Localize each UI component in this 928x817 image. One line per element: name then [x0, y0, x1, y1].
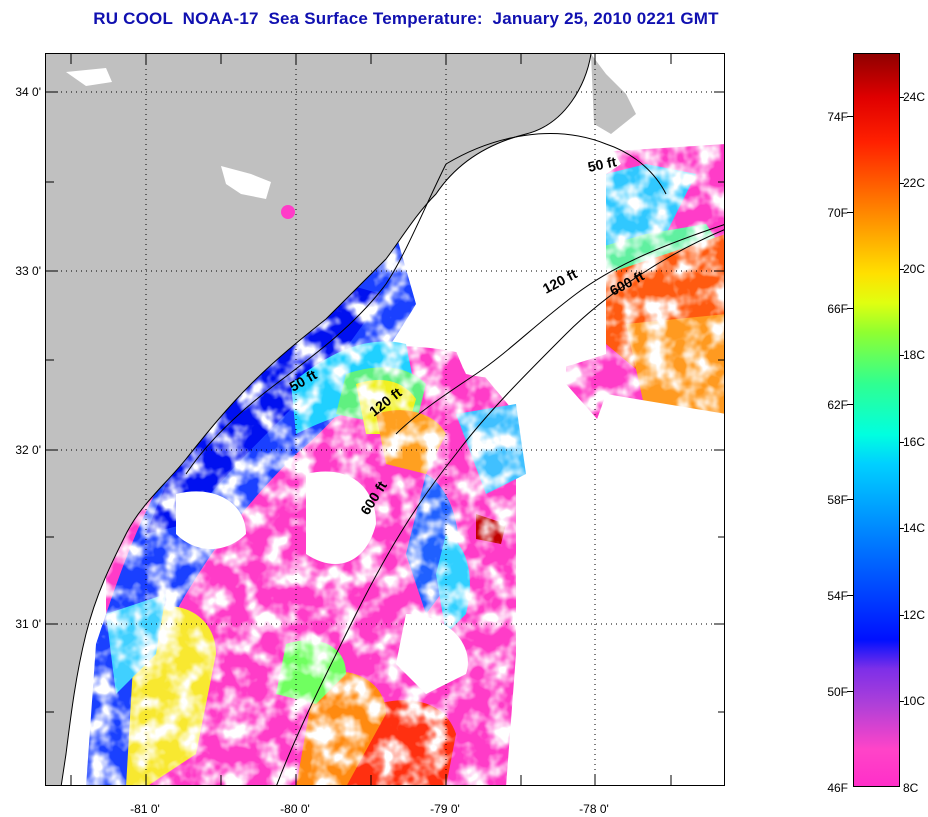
colorbar-tick: [847, 404, 853, 405]
sound-water: [576, 134, 621, 174]
inland-sst-spot: [281, 205, 295, 219]
colorbar-tick: [899, 701, 904, 702]
colorbar-celsius-label: 24C: [903, 90, 926, 104]
colorbar-celsius-label: 18C: [903, 348, 926, 362]
colorbar-tick: [847, 116, 853, 117]
colorbar-celsius-label: 8C: [903, 781, 919, 795]
colorbar-fahrenheit-label: 70F: [827, 206, 848, 220]
colorbar-tick: [847, 595, 853, 596]
colorbar-celsius-label: 14C: [903, 521, 926, 535]
latitude-label: 33 0': [15, 264, 41, 278]
colorbar-celsius-label: 20C: [903, 262, 926, 276]
colorbar-tick: [899, 442, 904, 443]
colorbar-fahrenheit-label: 58F: [827, 493, 848, 507]
latitude-label: 34 0': [15, 85, 41, 99]
temperature-colorbar: [853, 53, 900, 787]
longitude-label: -79 0': [430, 802, 460, 816]
cape-land: [591, 54, 636, 134]
colorbar-tick: [899, 615, 904, 616]
longitude-label: -80 0': [280, 802, 310, 816]
colorbar-tick: [899, 528, 904, 529]
isobath-600ft: [276, 229, 724, 785]
map-title: RU COOL NOAA-17 Sea Surface Temperature:…: [93, 9, 719, 28]
sst-map-canvas: 50 ft 120 ft 600 ft 50 ft 120 ft 600 ft: [46, 54, 724, 785]
colorbar-fahrenheit-label: 62F: [827, 398, 848, 412]
colorbar-tick: [899, 183, 904, 184]
inland-lake: [66, 68, 112, 86]
colorbar-tick: [899, 355, 904, 356]
colorbar-tick: [899, 97, 904, 98]
land-mass: [46, 54, 591, 785]
latitude-label: 32 0': [15, 443, 41, 457]
colorbar-tick: [847, 308, 853, 309]
axis-ticks: [46, 54, 724, 785]
isobath-120ft: [395, 224, 724, 435]
longitude-label: -78 0': [579, 802, 609, 816]
isobath-label-50ft-north: 50 ft: [586, 153, 618, 175]
sst-map[interactable]: 50 ft 120 ft 600 ft 50 ft 120 ft 600 ft: [45, 53, 725, 786]
colorbar-fahrenheit-label: 50F: [827, 685, 848, 699]
colorbar-celsius-label: 16C: [903, 435, 926, 449]
colorbar-tick: [847, 499, 853, 500]
colorbar-fahrenheit-label: 46F: [827, 781, 848, 795]
colorbar-fahrenheit-label: 54F: [827, 589, 848, 603]
latitude-label: 31 0': [15, 617, 41, 631]
colorbar-celsius-label: 12C: [903, 608, 926, 622]
isobath-50ft: [185, 133, 667, 475]
colorbar-fahrenheit-label: 66F: [827, 302, 848, 316]
colorbar-celsius-label: 22C: [903, 176, 926, 190]
coastline: [60, 54, 592, 785]
colorbar-tick: [847, 691, 853, 692]
cloud-areas: [176, 129, 724, 785]
inland-lake: [221, 166, 271, 199]
colorbar-celsius-label: 10C: [903, 694, 926, 708]
colorbar-tick: [899, 269, 904, 270]
colorbar-fahrenheit-label: 74F: [827, 110, 848, 124]
graticule: [46, 54, 724, 785]
colorbar-tick: [847, 212, 853, 213]
isobaths: [185, 133, 724, 785]
longitude-label: -81 0': [130, 802, 160, 816]
